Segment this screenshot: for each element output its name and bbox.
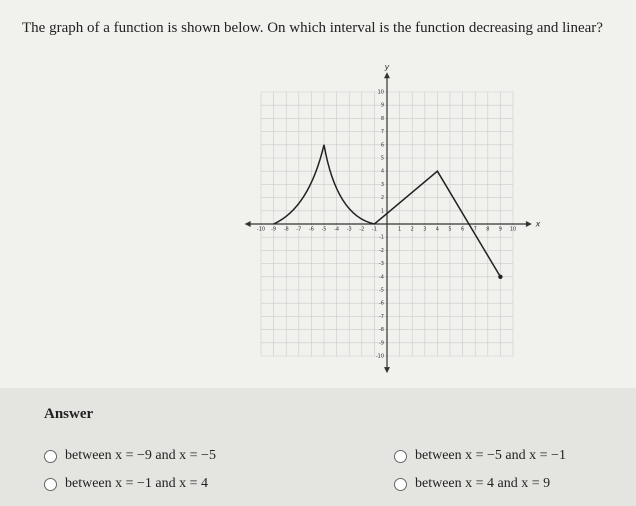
graph: x y -10 -9 -8 -7 -6 -5 -4 -3 -2 -1 1 2 3 4 5 6 7 8 9 10 10 9 8 7 6…	[244, 62, 541, 374]
y-tick-label: 5	[381, 156, 384, 162]
x-axis-label: x	[535, 220, 541, 229]
x-tick-label: 1	[398, 227, 401, 233]
endpoint	[498, 274, 503, 279]
radio[interactable]	[44, 449, 57, 463]
function-curve	[273, 144, 502, 278]
y-tick-label: -3	[379, 261, 384, 267]
x-tick-label: 10	[510, 227, 516, 233]
y-tick-label: 6	[381, 142, 384, 148]
answer-section: Answer between x = −9 and x = −5 between…	[0, 388, 636, 506]
option-text: between x = −9 and x = −5	[65, 448, 216, 463]
y-tick-label: -10	[376, 354, 384, 360]
y-tick-label: -8	[379, 327, 384, 333]
x-tick-label: 6	[461, 227, 464, 233]
arrow	[244, 72, 532, 374]
option-text: between x = −5 and x = −1	[415, 448, 566, 463]
question: The graph of a function is shown below. …	[22, 20, 603, 36]
x-tick-label: -6	[309, 227, 314, 233]
radio[interactable]	[44, 477, 57, 491]
y-tick-label: 1	[381, 208, 384, 214]
y-tick-label: 3	[381, 182, 384, 188]
y-tick-label: 4	[381, 169, 384, 175]
answer-heading: Answer	[44, 406, 94, 422]
option-text: between x = 4 and x = 9	[415, 476, 551, 491]
y-tick-label: -2	[379, 248, 384, 254]
x-tick-label: -9	[271, 227, 276, 233]
option[interactable]: between x = −5 and x = −1	[394, 448, 566, 464]
y-tick-label: 7	[381, 129, 384, 135]
x-tick-label: -5	[322, 227, 327, 233]
x-tick-label: -8	[284, 227, 289, 233]
x-tick-label: -2	[359, 227, 364, 233]
x-tick-label: -10	[257, 227, 265, 233]
y-tick-label: -1	[379, 235, 384, 241]
y-tick-label: -5	[379, 288, 384, 294]
x-tick-label: 3	[423, 227, 426, 233]
radio[interactable]	[394, 449, 407, 463]
y-tick-label: 10	[378, 90, 384, 96]
option[interactable]: between x = −1 and x = 4	[44, 476, 208, 492]
x-tick-label: 5	[448, 227, 451, 233]
y-tick-label: -7	[379, 314, 384, 320]
x-tick-label: 7	[474, 227, 477, 233]
x-tick-label: -4	[334, 227, 339, 233]
y-tick-label: 8	[381, 116, 384, 122]
x-tick-label: 4	[436, 227, 439, 233]
x-tick-label: 9	[499, 227, 502, 233]
x-tick-label: 8	[486, 227, 489, 233]
y-tick-label: -4	[379, 274, 384, 280]
x-tick-label: -3	[347, 227, 352, 233]
radio[interactable]	[394, 477, 407, 491]
x-tick-label: -1	[372, 227, 377, 233]
y-axis-label: y	[384, 62, 390, 71]
option[interactable]: between x = −9 and x = −5	[44, 448, 216, 464]
y-tick-label: 2	[381, 195, 384, 201]
x-tick-label: 2	[411, 227, 414, 233]
y-tick-label: 9	[381, 103, 384, 109]
option-text: between x = −1 and x = 4	[65, 476, 209, 491]
x-tick-label: -7	[296, 227, 301, 233]
y-tick-label: -6	[379, 301, 384, 307]
option[interactable]: between x = 4 and x = 9	[394, 476, 550, 492]
y-tick-label: -9	[379, 340, 384, 346]
